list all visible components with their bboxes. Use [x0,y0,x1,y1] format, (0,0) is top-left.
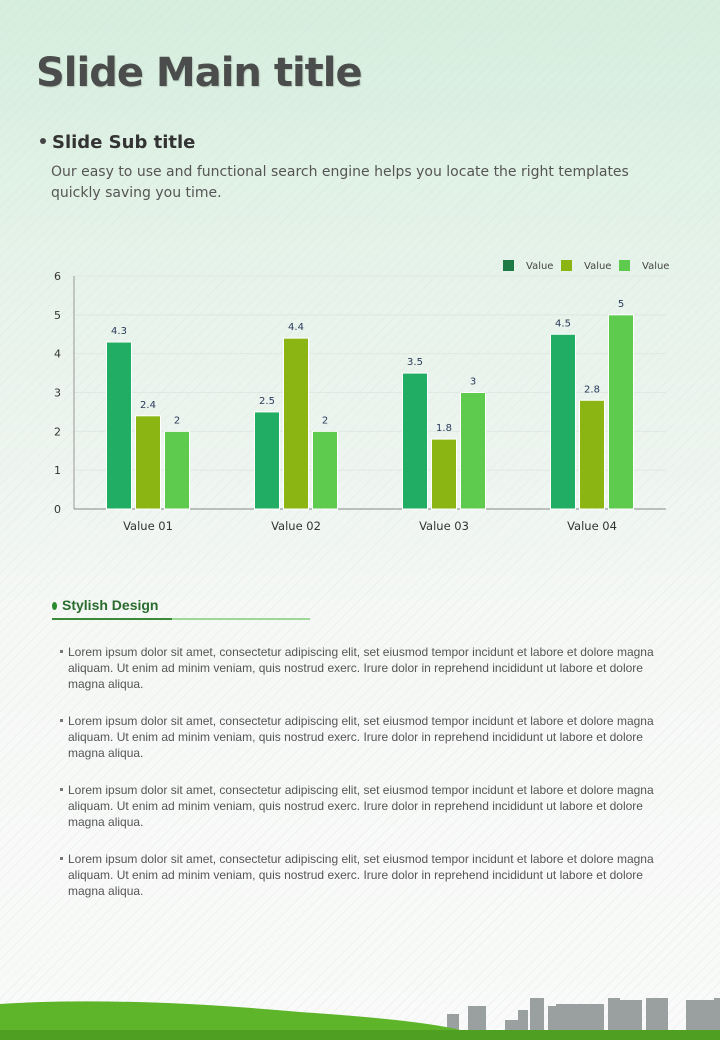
y-tick-label: 2 [54,425,61,438]
bullet-list: Lorem ipsum dolor sit amet, consectetur … [60,644,680,920]
data-label: 3 [470,377,476,388]
legend-label: Value [584,261,611,272]
pin-icon [40,138,46,144]
bar-chart: 0 1 2 3 4 5 6 Value 01 4.3 2.4 2 Value 02 2.5 4.4 2 Val… [54,260,669,533]
y-tick-label: 3 [54,387,61,400]
bar [312,430,338,510]
y-tick-label: 6 [54,270,61,283]
legend-label: Value [526,261,553,272]
slide-description: Our easy to use and functional search en… [51,164,629,201]
list-item: Lorem ipsum dolor sit amet, consectetur … [60,851,680,899]
x-tick-label: Value 03 [419,519,469,533]
heading-underline [52,618,310,620]
y-tick-label: 1 [54,464,61,477]
section-heading: Stylish Design [52,597,158,613]
bar [164,430,190,510]
list-item: Lorem ipsum dolor sit amet, consectetur … [60,713,680,761]
legend-swatch [619,260,630,271]
y-tick-label: 4 [54,348,61,361]
data-label: 2.4 [140,400,156,411]
legend-swatch [561,260,572,271]
x-tick-label: Value 01 [123,519,173,533]
data-label: 2.8 [584,384,600,395]
data-label: 4.4 [288,322,304,333]
bar [608,314,634,510]
slide-main-title: Slide Main title [36,50,363,96]
data-label: 2 [322,415,328,426]
section-heading-text: Stylish Design [62,597,159,613]
data-label: 4.3 [111,326,127,337]
data-label: 2.5 [259,396,275,407]
bullet-icon [52,602,57,610]
bar [402,372,428,510]
list-item: Lorem ipsum dolor sit amet, consectetur … [60,782,680,830]
bar [106,341,132,510]
slide-sub-title: Slide Sub title [40,132,195,153]
x-tick-label: Value 04 [567,519,617,533]
bar [135,415,161,510]
x-tick-label: Value 02 [271,519,321,533]
bar [460,392,486,510]
bar [579,399,605,510]
y-tick-label: 5 [54,309,61,322]
list-item: Lorem ipsum dolor sit amet, consectetur … [60,644,680,692]
bar [431,438,457,510]
city-skyline-grass [0,998,720,1040]
data-label: 2 [174,415,180,426]
y-tick-label: 0 [54,503,61,516]
data-label: 1.8 [436,423,452,434]
bar [254,411,280,510]
legend-label: Value [642,261,669,272]
legend-swatch [503,260,514,271]
bar [283,337,309,510]
bar [550,333,576,510]
data-label: 3.5 [407,357,423,368]
data-label: 4.5 [555,318,571,329]
sub-title-text: Slide Sub title [52,132,196,153]
data-label: 5 [618,299,624,310]
